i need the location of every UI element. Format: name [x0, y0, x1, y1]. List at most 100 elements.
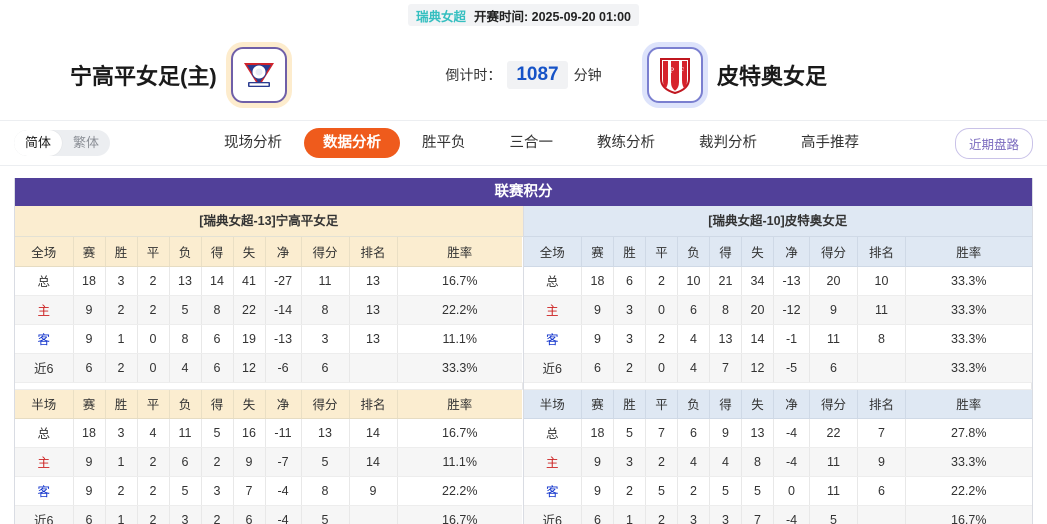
table-row: 近6 6 2 0 4 7 12 -5 6 33.3%	[523, 353, 1032, 383]
table-cell: 2	[105, 476, 138, 506]
column-header: 负	[677, 389, 710, 419]
table-cell: 9	[73, 295, 106, 325]
column-header: 失	[741, 237, 774, 267]
column-header: 排名	[349, 389, 398, 419]
table-cell: 34	[741, 266, 774, 296]
table-cell: 9	[581, 295, 614, 325]
table-cell: 33.3%	[905, 266, 1032, 296]
tab-live-analysis[interactable]: 现场分析	[224, 135, 283, 151]
table-cell: 14	[349, 418, 398, 448]
table-cell: 22.2%	[905, 476, 1032, 506]
table-cell: 8	[201, 295, 234, 325]
table-cell: 6	[233, 505, 266, 524]
table-cell: 13	[301, 418, 350, 448]
language-toggle[interactable]: 简体 繁体	[14, 130, 111, 156]
table-cell: -4	[773, 418, 810, 448]
table-header-row: 全场赛胜平负得失净得分 排名 胜率	[15, 237, 522, 267]
table-cell: 13	[709, 324, 742, 354]
table-cell: 7	[233, 476, 266, 506]
recent-odds-button[interactable]: 近期盘路	[954, 127, 1033, 159]
lang-traditional-button[interactable]: 繁体	[73, 135, 100, 150]
table-row: 客 9 3 2 4 13 14 -1 11 8 33.3%	[523, 324, 1032, 354]
table-header-row: 全场赛胜平负得失净得分 排名 胜率	[523, 237, 1032, 267]
table-cell: 33.3%	[397, 353, 522, 383]
table-cell: 8	[301, 476, 350, 506]
table-row: 总 18 3 4 11 5 16 -11 13 14 16.7%	[15, 418, 522, 448]
table-cell: 9	[73, 476, 106, 506]
column-header: 净	[265, 389, 302, 419]
away-team-block[interactable]: P F 皮特奥女足	[647, 47, 977, 103]
league-tag: 瑞典女超	[415, 9, 466, 24]
svg-text:F: F	[680, 66, 685, 75]
table-cell: 3	[613, 295, 646, 325]
table-cell: 11	[809, 324, 858, 354]
table-cell: 11	[169, 418, 202, 448]
table-cell: 10	[857, 266, 906, 296]
tab-expert-picks[interactable]: 高手推荐	[801, 135, 860, 151]
table-cell: 22	[809, 418, 858, 448]
table-cell: 21	[709, 266, 742, 296]
table-cell: 2	[677, 476, 710, 506]
tab-win-draw-loss[interactable]: 胜平负	[422, 135, 466, 151]
table-cell: -13	[265, 324, 302, 354]
column-header: 胜	[105, 237, 138, 267]
lang-simplified-button[interactable]: 简体	[14, 130, 63, 156]
tab-three-in-one[interactable]: 三合一	[509, 135, 554, 151]
column-header: 得	[201, 237, 234, 267]
column-header: 失	[741, 389, 774, 419]
row-label: 客	[15, 476, 74, 506]
table-row: 客 9 1 0 8 6 19 -13 3 13 11.1%	[15, 324, 522, 354]
table-cell: 2	[645, 266, 678, 296]
table-cell: 22.2%	[397, 476, 522, 506]
table-row: 近6 6 2 0 4 6 12 -6 6 33.3%	[15, 353, 522, 383]
table-cell: 1	[613, 505, 646, 524]
table-cell: 33.3%	[905, 353, 1032, 383]
home-standings-side: [瑞典女超-13]宁高平女足 全场赛胜平负得失净得分 排名 胜率总 18 3 2 13 14 4…	[15, 206, 524, 524]
table-cell: 2	[645, 505, 678, 524]
table-cell: 2	[137, 266, 170, 296]
svg-text:P: P	[670, 66, 675, 75]
home-team-block[interactable]: 宁高平女足(主)	[70, 47, 400, 103]
table-cell: 11	[857, 295, 906, 325]
column-header: 得	[709, 237, 742, 267]
league-standings-panel: 联赛积分 [瑞典女超-13]宁高平女足 全场赛胜平负得失净得分 排名 胜率总 18 3 2…	[14, 178, 1033, 524]
table-cell	[857, 505, 906, 524]
table-cell: 0	[773, 476, 810, 506]
table-cell: 9	[233, 447, 266, 477]
table-cell: 3	[709, 505, 742, 524]
table-cell: 6	[677, 418, 710, 448]
column-header: 得分	[809, 389, 858, 419]
table-cell: 20	[741, 295, 774, 325]
column-header: 半场	[15, 389, 74, 419]
table-cell: 9	[581, 324, 614, 354]
table-cell: 22.2%	[397, 295, 522, 325]
row-label: 近6	[15, 505, 74, 524]
table-cell: 5	[201, 418, 234, 448]
table-cell: 1	[105, 324, 138, 354]
table-row: 近6 6 1 2 3 2 6 -4 5 16.7%	[15, 505, 522, 524]
table-cell: 13	[349, 266, 398, 296]
table-cell: 6	[809, 353, 858, 383]
table-cell: 6	[201, 324, 234, 354]
table-cell: 0	[645, 295, 678, 325]
table-cell: 2	[201, 447, 234, 477]
tab-data-analysis[interactable]: 数据分析	[304, 128, 401, 158]
table-cell: 9	[73, 447, 106, 477]
row-label: 主	[15, 295, 74, 325]
column-header: 排名	[857, 389, 906, 419]
row-label: 客	[523, 324, 582, 354]
row-label: 客	[523, 476, 582, 506]
column-header: 胜率	[905, 237, 1032, 267]
home-team-name: 宁高平女足(主)	[70, 64, 217, 89]
row-label: 近6	[15, 353, 74, 383]
table-cell: 8	[301, 295, 350, 325]
table-cell: 3	[613, 447, 646, 477]
table-cell: 4	[677, 324, 710, 354]
column-header: 排名	[349, 237, 398, 267]
countdown-label: 倒计时：	[445, 67, 502, 83]
table-cell: 9	[581, 447, 614, 477]
table-cell: 13	[741, 418, 774, 448]
tab-coach-analysis[interactable]: 教练分析	[597, 135, 656, 151]
countdown-value: 1087	[516, 64, 559, 85]
tab-referee-analysis[interactable]: 裁判分析	[699, 135, 758, 151]
